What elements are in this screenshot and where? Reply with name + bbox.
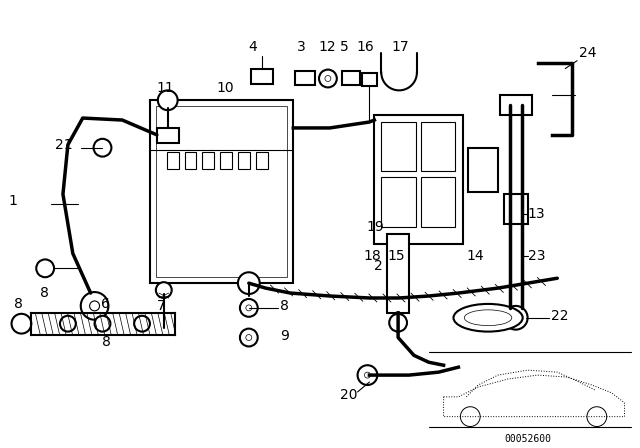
Bar — [238, 152, 250, 169]
Circle shape — [158, 90, 178, 110]
Circle shape — [95, 316, 111, 332]
Circle shape — [81, 292, 108, 320]
Circle shape — [238, 272, 260, 294]
Text: 8: 8 — [13, 297, 22, 311]
Circle shape — [240, 329, 258, 346]
Text: 23: 23 — [527, 250, 545, 263]
Bar — [500, 95, 532, 115]
Circle shape — [36, 259, 54, 277]
Text: 7: 7 — [157, 299, 166, 313]
Bar — [468, 148, 498, 192]
Ellipse shape — [454, 304, 523, 332]
Bar — [374, 115, 463, 244]
Circle shape — [93, 139, 111, 157]
Text: 9: 9 — [280, 328, 289, 343]
Text: 20: 20 — [340, 388, 357, 402]
Text: 5: 5 — [340, 40, 349, 54]
Circle shape — [587, 407, 607, 426]
Circle shape — [389, 314, 407, 332]
Circle shape — [358, 365, 378, 385]
Text: 18: 18 — [364, 250, 381, 263]
Text: 19: 19 — [367, 220, 384, 234]
Circle shape — [319, 69, 337, 87]
Circle shape — [504, 306, 527, 330]
Bar — [362, 73, 378, 86]
Text: 14: 14 — [467, 250, 484, 263]
Bar — [381, 122, 416, 172]
Bar — [387, 234, 409, 313]
Text: 21: 21 — [55, 138, 73, 152]
Circle shape — [246, 305, 252, 311]
Ellipse shape — [465, 310, 512, 326]
Bar — [421, 177, 456, 227]
Text: 13: 13 — [527, 207, 545, 221]
Bar — [342, 71, 360, 86]
Text: 4: 4 — [248, 40, 257, 54]
Circle shape — [512, 314, 520, 322]
Text: 6: 6 — [100, 297, 109, 311]
Bar — [157, 128, 179, 143]
Text: 22: 22 — [551, 309, 569, 323]
Circle shape — [90, 301, 100, 311]
Circle shape — [240, 299, 258, 317]
Text: 3: 3 — [297, 40, 306, 54]
Text: 8: 8 — [102, 336, 111, 349]
Bar — [220, 152, 232, 169]
Bar — [256, 152, 268, 169]
Bar — [504, 194, 527, 224]
Text: 17: 17 — [391, 40, 409, 54]
Text: 8: 8 — [280, 299, 289, 313]
Text: 10: 10 — [216, 82, 234, 95]
Circle shape — [12, 314, 31, 334]
Bar — [295, 71, 315, 86]
Bar — [381, 177, 416, 227]
Text: 1: 1 — [8, 194, 17, 208]
Circle shape — [134, 316, 150, 332]
Text: 8: 8 — [40, 286, 49, 300]
Circle shape — [246, 335, 252, 340]
Circle shape — [156, 282, 172, 298]
Text: 00052600: 00052600 — [504, 435, 551, 444]
Circle shape — [60, 316, 76, 332]
Bar — [251, 69, 273, 84]
Bar — [184, 152, 196, 169]
Text: 2: 2 — [374, 259, 383, 273]
Circle shape — [460, 407, 480, 426]
Bar — [167, 152, 179, 169]
Bar — [202, 152, 214, 169]
Bar — [150, 100, 293, 283]
Text: 24: 24 — [579, 46, 596, 60]
Text: 16: 16 — [356, 40, 374, 54]
Circle shape — [325, 76, 331, 82]
Text: 15: 15 — [387, 250, 405, 263]
Bar — [421, 122, 456, 172]
Text: 12: 12 — [318, 40, 335, 54]
Circle shape — [365, 372, 371, 378]
Text: 11: 11 — [157, 82, 175, 95]
Bar — [156, 106, 287, 277]
